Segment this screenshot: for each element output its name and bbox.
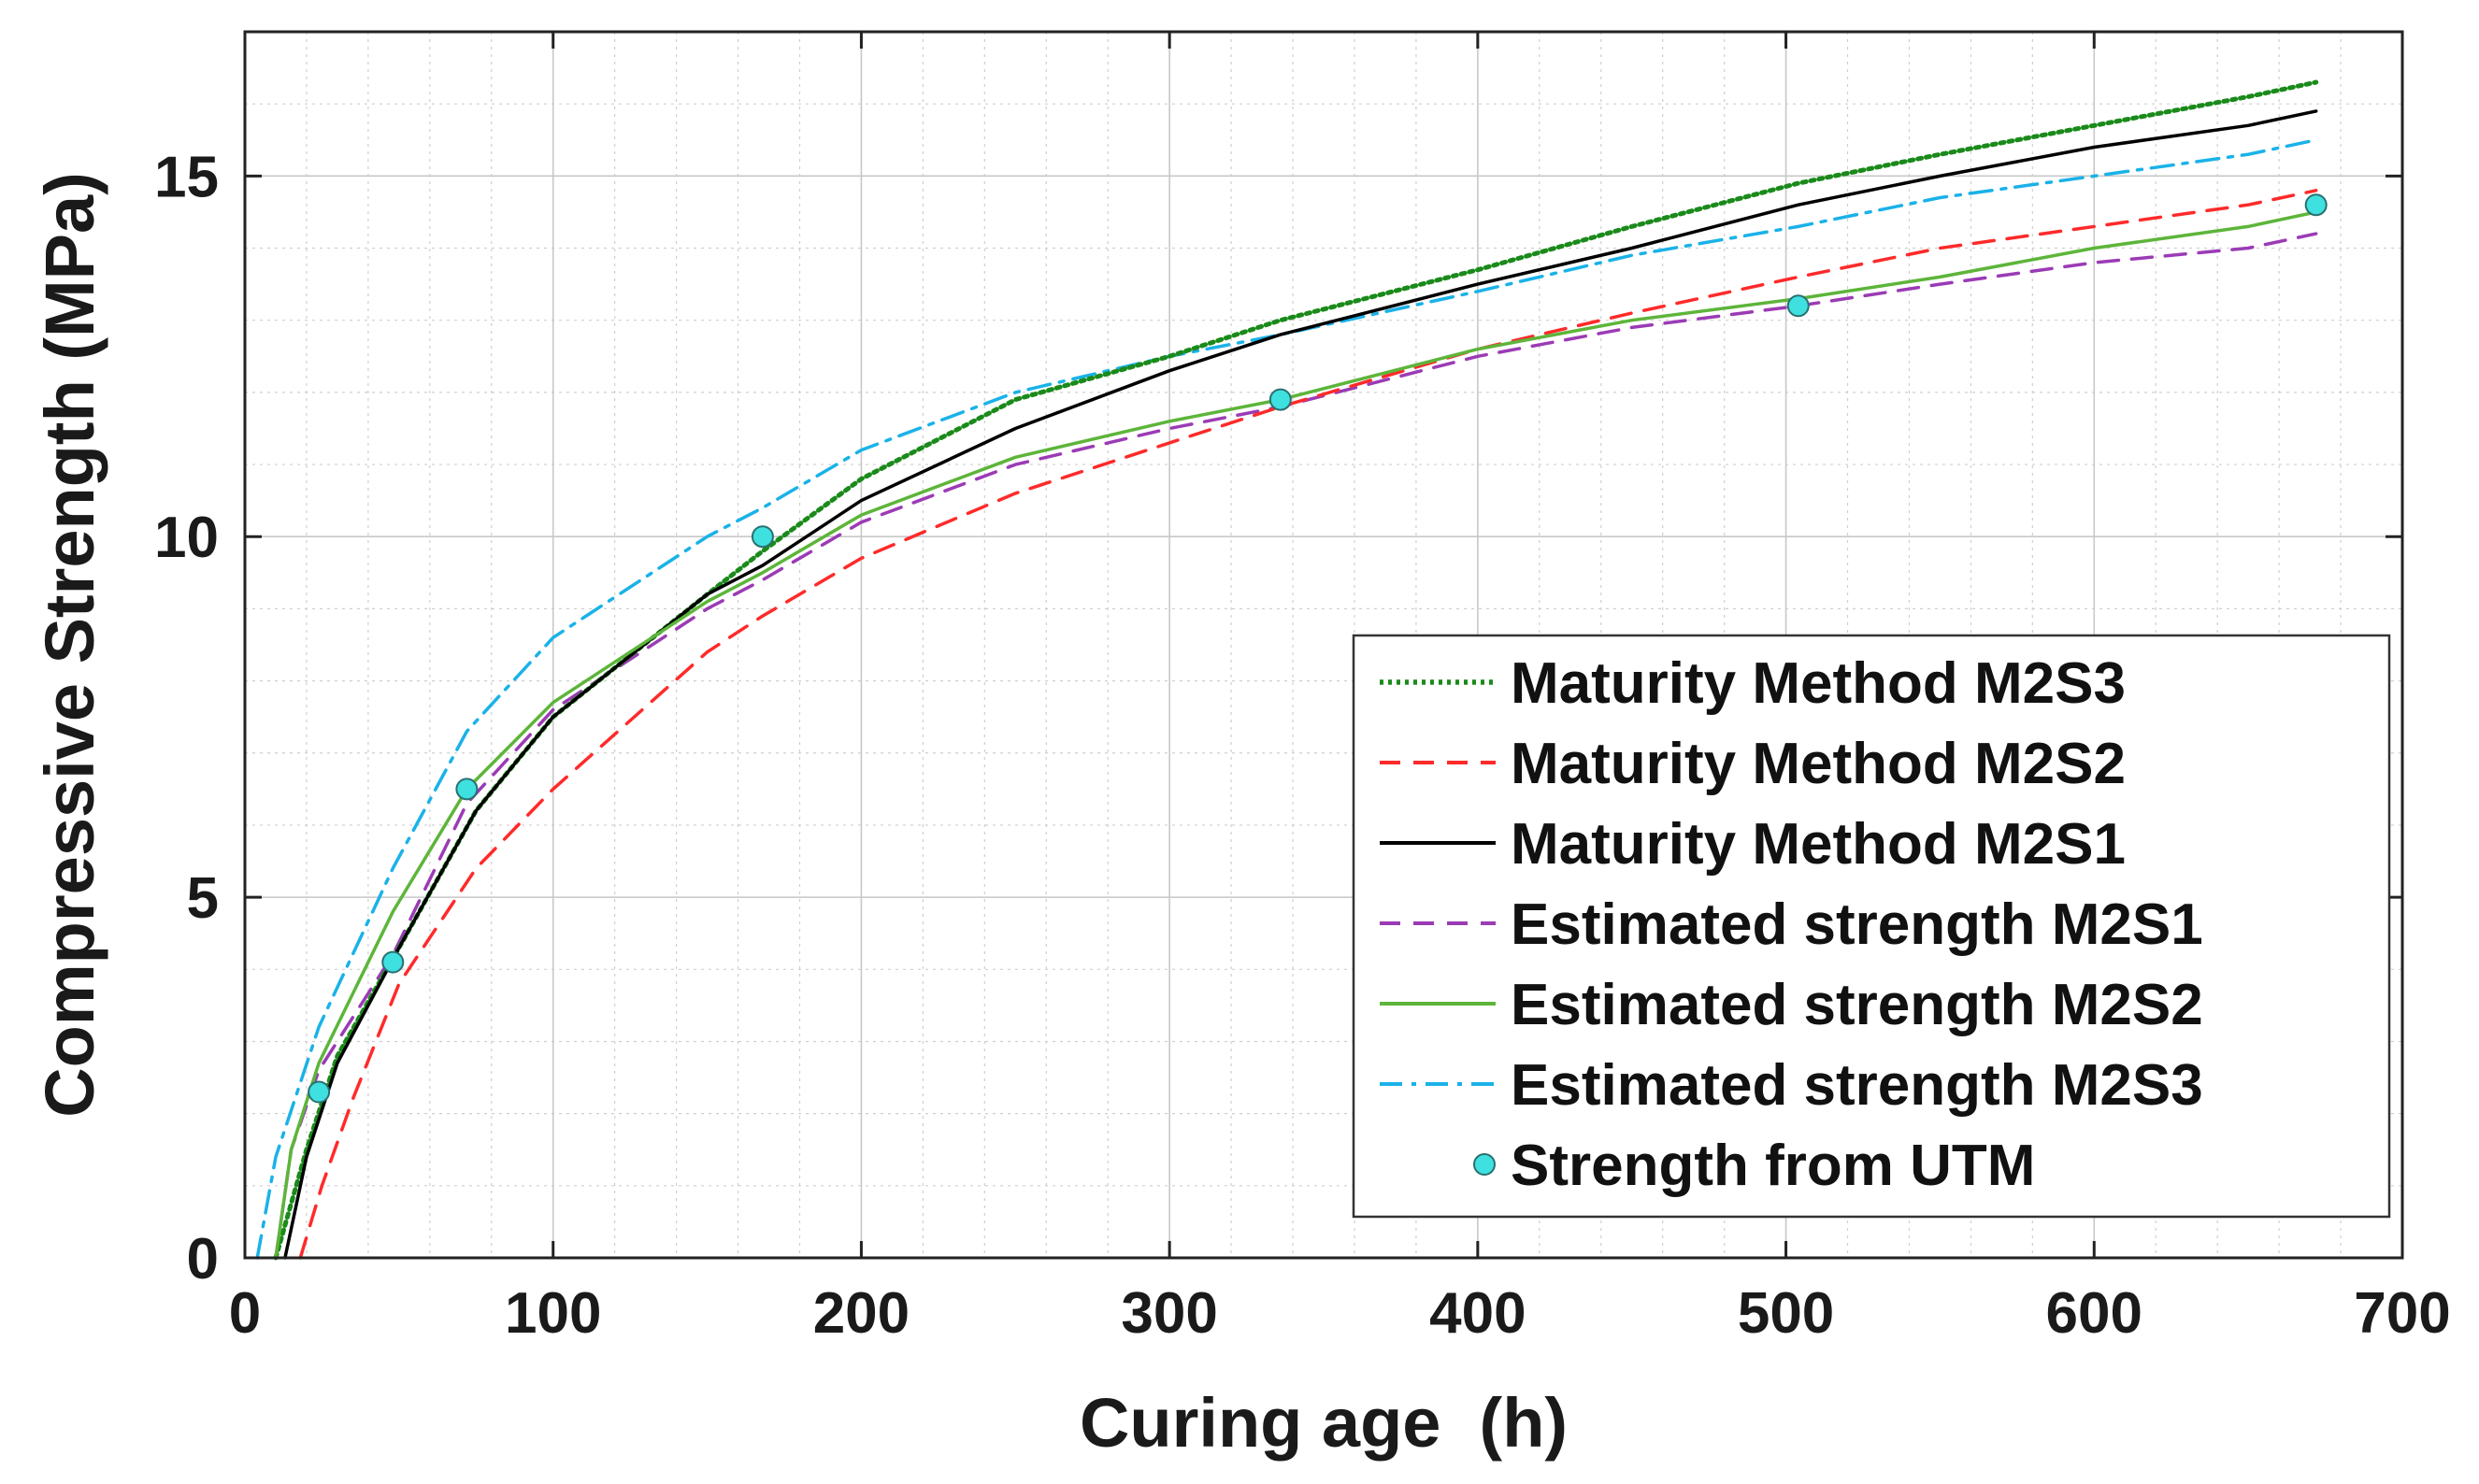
legend-label: Estimated strength M2S3 [1511,1053,2203,1118]
x-tick-label: 700 [2354,1281,2450,1346]
legend-label: Estimated strength M2S1 [1511,892,2203,957]
utm-data-point [2304,193,2328,217]
utm-data-point [1786,294,1810,318]
x-tick-label: 500 [1738,1281,1834,1346]
series-line-maturity-method-m2s1 [283,109,2318,1260]
x-axis-label: Curing age (h) [1080,1384,1568,1462]
legend-label: Maturity Method M2S1 [1511,812,2126,877]
legend-label: Maturity Method M2S2 [1511,732,2126,796]
series-lines [255,79,2319,1261]
series-line-estimated-strength-m2s1 [274,232,2318,1260]
y-tick-label: 0 [187,1227,219,1291]
utm-data-point [381,950,405,974]
y-tick-labels: 0 5 10 15 [154,145,219,1291]
x-tick-label: 300 [1121,1281,1217,1346]
series-line-maturity-method-m2s2 [298,189,2318,1260]
utm-data-point [308,1080,331,1104]
utm-data-point [455,778,479,801]
y-axis-label: Compressive Strength (MPa) [31,172,108,1118]
x-tick-label: 400 [1429,1281,1526,1346]
legend-label: Estimated strength M2S2 [1511,973,2203,1037]
tick-marks [243,32,2404,1260]
legend-marker [1473,1153,1496,1176]
legend-box [1352,634,2391,1219]
x-tick-label: 0 [229,1281,261,1346]
legend: Maturity Method M2S3 Maturity Method M2S2… [1352,634,2391,1219]
y-tick-label: 5 [187,866,219,931]
x-tick-label: 100 [505,1281,601,1346]
series-line-estimated-strength-m2s3 [255,138,2318,1260]
utm-data-point [1268,388,1292,411]
utm-data-point [751,525,774,549]
x-tick-labels: 0 100 200 300 400 500 600 700 [229,1281,2451,1346]
legend-label: Strength from UTM [1511,1134,2035,1198]
x-tick-label: 200 [813,1281,910,1346]
legend-label: Maturity Method M2S3 [1511,651,2126,716]
utm-markers [308,193,2328,1104]
series-line-estimated-strength-m2s2 [274,210,2318,1260]
plot-area-frame [243,30,2404,1260]
y-tick-label: 10 [154,506,219,570]
y-tick-label: 15 [154,145,219,209]
x-tick-label: 600 [2046,1281,2142,1346]
